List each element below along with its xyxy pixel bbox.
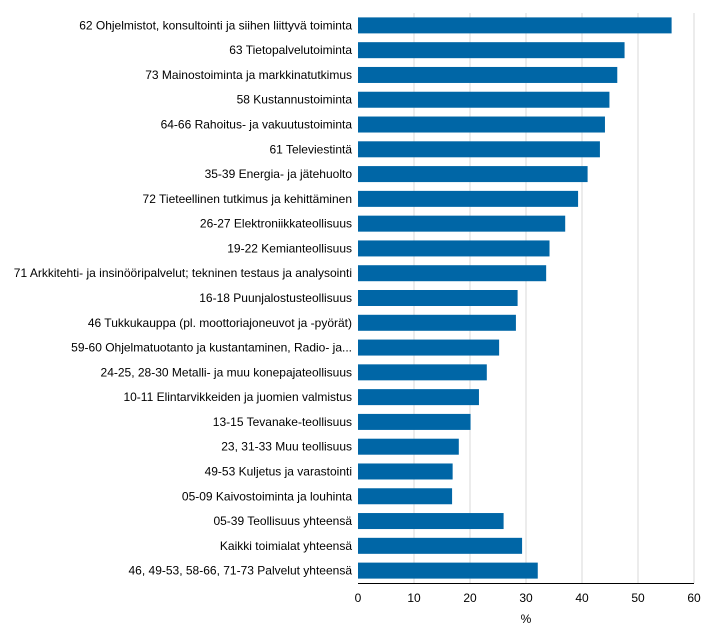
- category-label: 26-27 Elektroniikkateollisuus: [200, 217, 352, 231]
- gridlines: [413, 13, 695, 583]
- category-label: 72 Tieteellinen tutkimus ja kehittäminen: [143, 192, 352, 206]
- category-label: Kaikki toimialat yhteensä: [220, 539, 352, 553]
- bar: [358, 389, 479, 406]
- bar: [358, 42, 625, 59]
- bar: [358, 513, 504, 530]
- category-label: 10-11 Elintarvikkeiden ja juomien valmis…: [123, 390, 352, 404]
- category-label: 23, 31-33 Muu teollisuus: [221, 440, 352, 454]
- x-tick-label: 50: [631, 591, 645, 605]
- bar: [358, 166, 588, 183]
- bars: [358, 17, 672, 579]
- bar: [358, 66, 618, 83]
- bar: [358, 240, 550, 257]
- category-labels: 62 Ohjelmistot, konsultointi ja siihen l…: [14, 18, 353, 577]
- category-label: 63 Tietopalvelutoiminta: [229, 43, 352, 57]
- bar: [358, 562, 538, 579]
- category-label: 46 Tukkukauppa (pl. moottoriajoneuvot ja…: [88, 316, 352, 330]
- category-label: 71 Arkkitehti- ja insinööripalvelut; tek…: [14, 266, 352, 280]
- bar: [358, 141, 600, 158]
- bar: [358, 265, 547, 282]
- x-tick-label: 40: [575, 591, 589, 605]
- category-label: 16-18 Puunjalostusteollisuus: [199, 291, 352, 305]
- x-tick-label: 30: [519, 591, 533, 605]
- bar: [358, 463, 453, 480]
- category-label: 13-15 Tevanake-teollisuus: [213, 415, 352, 429]
- category-label: 62 Ohjelmistot, konsultointi ja siihen l…: [79, 18, 352, 32]
- category-label: 61 Televiestintä: [270, 142, 353, 156]
- category-label: 05-39 Teollisuus yhteensä: [213, 514, 352, 528]
- bar: [358, 215, 566, 232]
- bar: [358, 537, 523, 554]
- bar: [358, 413, 471, 430]
- category-label: 35-39 Energia- ja jätehuolto: [205, 167, 353, 181]
- bar: [358, 290, 518, 306]
- x-tick-label: 10: [407, 591, 421, 605]
- category-label: 19-22 Kemianteollisuus: [227, 241, 352, 255]
- category-label: 73 Mainostoiminta ja markkinatutkimus: [145, 68, 352, 82]
- x-tick-label: 60: [687, 591, 701, 605]
- bar: [358, 17, 672, 34]
- category-label: 64-66 Rahoitus- ja vakuutustoiminta: [161, 118, 353, 132]
- category-label: 46, 49-53, 58-66, 71-73 Palvelut yhteens…: [129, 564, 353, 578]
- category-label: 59-60 Ohjelmatuotanto ja kustantaminen, …: [71, 341, 352, 355]
- bar: [358, 339, 500, 356]
- bar: [358, 364, 487, 381]
- bar: [358, 438, 459, 455]
- bar: [358, 190, 579, 207]
- category-label: 24-25, 28-30 Metalli- ja muu konepajateo…: [101, 365, 352, 379]
- category-label: 58 Kustannustoiminta: [237, 93, 353, 107]
- x-tick-label: 20: [463, 591, 477, 605]
- x-tick-labels: 0 10 20 30 40 50 60: [355, 591, 701, 605]
- x-tick-label: 0: [355, 591, 362, 605]
- x-axis-label: %: [521, 612, 532, 626]
- bar: [358, 314, 516, 331]
- bar: [358, 488, 453, 505]
- bar: [358, 91, 610, 108]
- category-label: 05-09 Kaivostoiminta ja louhinta: [182, 489, 352, 503]
- bar: [358, 116, 605, 133]
- category-label: 49-53 Kuljetus ja varastointi: [205, 464, 352, 478]
